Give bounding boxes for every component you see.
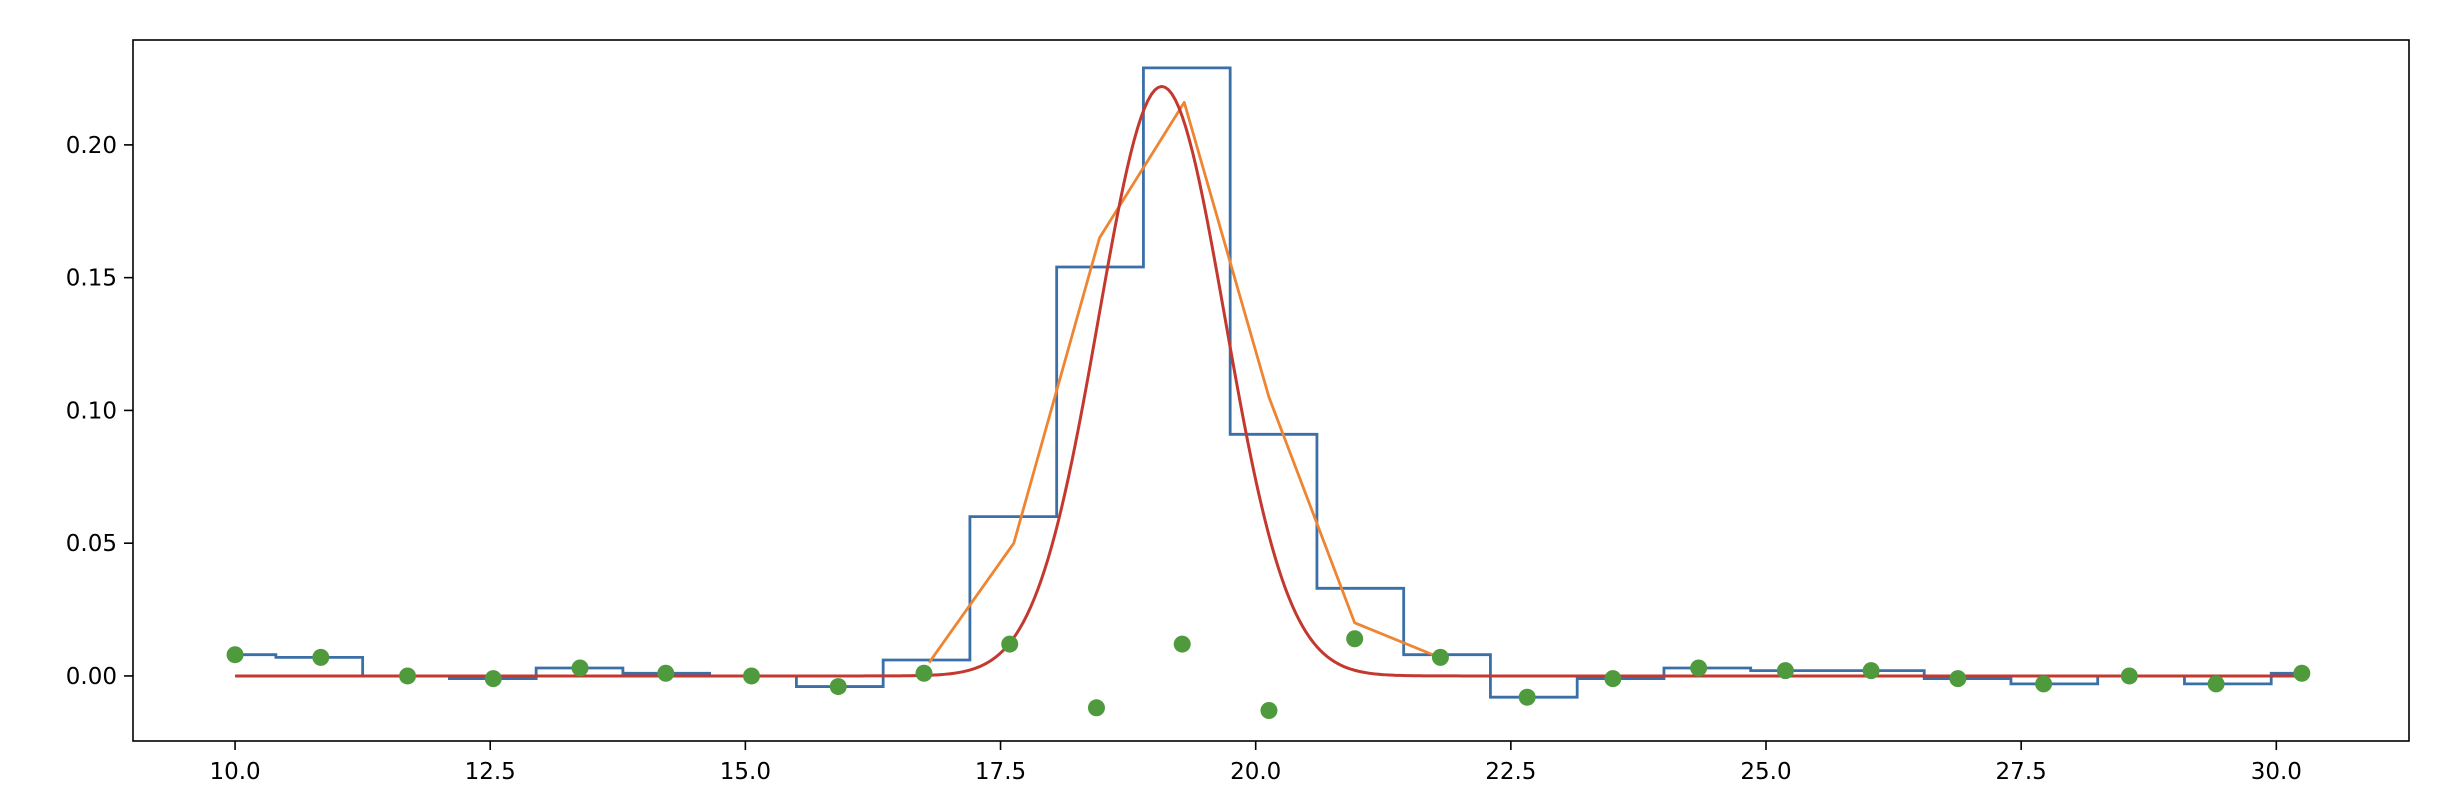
y-tick-label: 0.20 bbox=[66, 133, 117, 159]
scatter-point bbox=[1431, 648, 1449, 666]
scatter-point bbox=[1776, 662, 1794, 680]
scatter-point bbox=[1087, 699, 1105, 717]
x-tick-label: 15.0 bbox=[720, 759, 771, 785]
y-tick-label: 0.10 bbox=[66, 398, 117, 424]
scatter-point bbox=[571, 659, 589, 677]
y-axis: 0.00 0.05 0.10 0.15 0.20 bbox=[66, 133, 133, 690]
series-gaussian-fit bbox=[235, 84, 2302, 678]
scatter-point bbox=[1949, 670, 1967, 688]
scatter-point bbox=[1001, 635, 1019, 653]
x-tick-label: 12.5 bbox=[465, 759, 516, 785]
scatter-point bbox=[1518, 688, 1536, 706]
x-tick-label: 20.0 bbox=[1230, 759, 1281, 785]
x-tick-label: 17.5 bbox=[975, 759, 1026, 785]
y-tick-label: 0.05 bbox=[66, 531, 117, 557]
scatter-point bbox=[226, 646, 244, 664]
x-tick-label: 27.5 bbox=[1996, 759, 2047, 785]
plot-area bbox=[226, 66, 2311, 719]
x-tick-label: 25.0 bbox=[1740, 759, 1791, 785]
y-tick-label: 0.00 bbox=[66, 664, 117, 690]
x-tick-label: 22.5 bbox=[1485, 759, 1536, 785]
y-tick-label: 0.15 bbox=[66, 266, 117, 292]
x-tick-label: 30.0 bbox=[2251, 759, 2302, 785]
scatter-point bbox=[657, 664, 675, 682]
scatter-point bbox=[915, 664, 933, 682]
scatter-point bbox=[484, 670, 502, 688]
scatter-point bbox=[1862, 662, 1880, 680]
scatter-point bbox=[1346, 630, 1364, 648]
series-orange-line bbox=[927, 101, 1440, 664]
series-histogram-step bbox=[235, 66, 2302, 699]
scatter-point bbox=[743, 667, 760, 685]
scatter-point bbox=[1604, 670, 1622, 688]
scatter-point bbox=[1690, 659, 1708, 677]
axes-frame bbox=[132, 39, 2410, 742]
scatter-point bbox=[2207, 675, 2225, 693]
scatter-point bbox=[399, 667, 417, 685]
scatter-point bbox=[829, 678, 847, 696]
scatter-point bbox=[312, 648, 330, 666]
x-tick-label: 10.0 bbox=[209, 759, 260, 785]
scatter-point bbox=[2120, 667, 2138, 685]
scatter-point bbox=[2035, 675, 2053, 693]
scatter-point bbox=[1260, 701, 1278, 719]
scatter-point bbox=[1173, 635, 1191, 653]
x-axis: 10.0 12.5 15.0 17.5 20.0 22.5 25.0 27.5 30.0 bbox=[209, 741, 2302, 785]
scatter-point bbox=[2293, 664, 2311, 682]
